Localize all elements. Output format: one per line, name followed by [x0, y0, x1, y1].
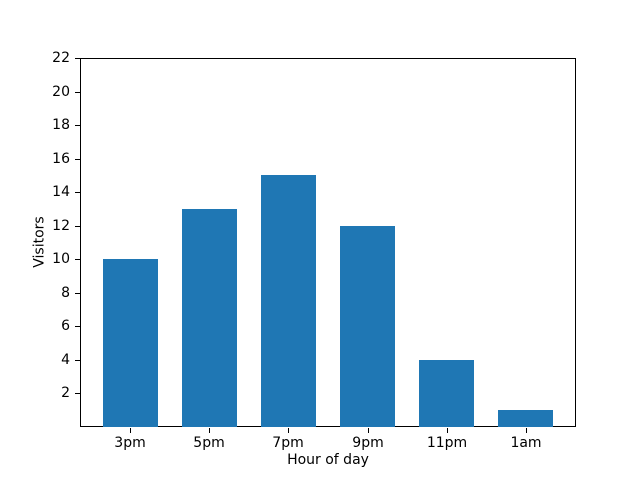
x-axis-label: Hour of day: [287, 452, 369, 468]
y-tick-mark: [75, 58, 80, 59]
bar-7pm: [260, 175, 317, 427]
x-tick-mark: [130, 428, 131, 433]
x-tick-mark: [447, 428, 448, 433]
bar-5pm: [181, 209, 238, 427]
x-tick-mark: [368, 428, 369, 433]
y-tick-label: 22: [52, 50, 70, 66]
y-tick-mark: [75, 360, 80, 361]
x-tick-label: 5pm: [193, 435, 225, 451]
x-tick-mark: [288, 428, 289, 433]
bar-9pm: [339, 225, 396, 427]
x-tick-label: 11pm: [426, 435, 468, 451]
plot-area: [80, 58, 576, 427]
bar-3pm: [102, 259, 158, 427]
y-tick-mark: [75, 192, 80, 193]
bar-11pm: [419, 359, 475, 427]
y-tick-mark: [75, 293, 80, 294]
y-tick-label: 14: [52, 184, 70, 200]
y-tick-mark: [75, 326, 80, 327]
x-tick-label: 9pm: [352, 435, 384, 451]
y-tick-mark: [75, 226, 80, 227]
y-tick-mark: [75, 159, 80, 160]
y-tick-mark: [75, 259, 80, 260]
x-tick-label: 7pm: [272, 435, 304, 451]
y-tick-mark: [75, 92, 80, 93]
y-tick-mark: [75, 125, 80, 126]
y-tick-label: 6: [61, 318, 70, 334]
y-tick-mark: [75, 393, 80, 394]
bar-1am: [498, 410, 554, 427]
y-tick-label: 20: [52, 84, 70, 100]
y-tick-label: 2: [61, 385, 70, 401]
x-tick-mark: [209, 428, 210, 433]
y-tick-label: 4: [61, 352, 70, 368]
x-tick-mark: [526, 428, 527, 433]
y-tick-label: 12: [52, 218, 70, 234]
y-tick-label: 18: [52, 117, 70, 133]
y-tick-label: 16: [52, 151, 70, 167]
y-tick-label: 8: [61, 285, 70, 301]
y-tick-label: 10: [52, 251, 70, 267]
x-tick-label: 1am: [510, 435, 542, 451]
x-tick-label: 3pm: [114, 435, 146, 451]
